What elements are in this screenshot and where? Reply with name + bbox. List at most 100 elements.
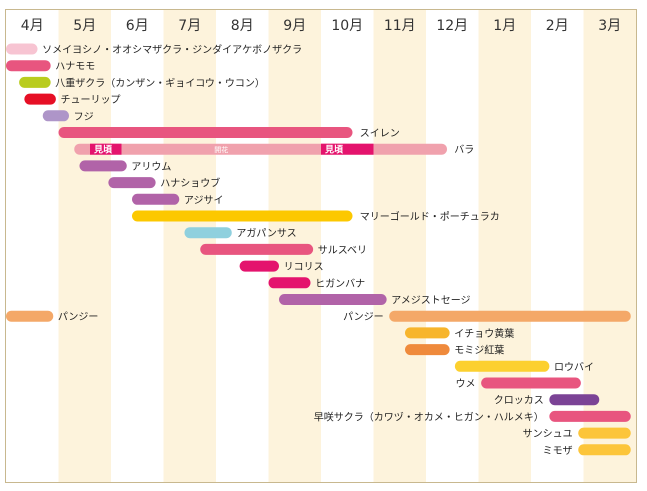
bloom-row: ソメイヨシノ・オオシマザクラ・ジンダイアケボノザクラ <box>6 43 302 56</box>
bloom-row: ミモザ <box>543 444 631 457</box>
bloom-label: クロッカス <box>494 395 544 407</box>
bloom-note: 開花 <box>214 145 228 154</box>
bloom-row: アガパンサス <box>184 227 297 240</box>
bloom-label: モミジ紅葉 <box>454 344 504 357</box>
bloom-label: ミモザ <box>543 445 573 457</box>
bloom-bar <box>268 277 311 289</box>
bloom-row: リコリス <box>239 260 324 273</box>
month-band <box>58 10 111 482</box>
peak-label: 見頃 <box>93 144 113 156</box>
bloom-label: アリウム <box>131 161 171 173</box>
bloom-bar <box>549 394 600 406</box>
bloom-label: アメジストセージ <box>391 295 470 307</box>
bloom-label: イチョウ黄葉 <box>454 327 514 340</box>
bloom-bar <box>578 427 631 439</box>
month-label: 9月 <box>283 18 306 34</box>
month-band <box>321 10 374 482</box>
bloom-row: サンシュユ <box>523 427 631 440</box>
bloom-label: ハナモモ <box>55 61 95 73</box>
bloom-bar <box>132 210 353 222</box>
bloom-bar <box>6 43 38 55</box>
month-label: 2月 <box>546 18 569 34</box>
bloom-row: スイレン <box>58 127 400 140</box>
bloom-row: ロウバイ <box>454 360 594 373</box>
month-band <box>373 10 426 482</box>
bloom-label: バラ <box>454 144 474 156</box>
bloom-bar <box>58 127 353 138</box>
bloom-label: チューリップ <box>61 94 121 106</box>
bloom-bar <box>279 294 387 305</box>
bloom-label: スイレン <box>360 129 400 140</box>
bloom-row: アジサイ <box>132 193 224 206</box>
bloom-row: クロッカス <box>494 394 600 407</box>
bloom-row: アリウム <box>79 160 171 173</box>
month-label: 11月 <box>384 18 416 34</box>
bloom-bar <box>454 360 550 372</box>
bloom-bar <box>184 227 232 239</box>
bloom-row: アメジストセージ <box>279 294 471 307</box>
bloom-row: 早咲サクラ（カワヅ・オカメ・ヒガン・ハルメキ） <box>314 410 631 423</box>
bloom-bar <box>19 76 51 88</box>
bloom-label: アガパンサス <box>236 228 296 240</box>
bloom-bar <box>481 377 581 389</box>
month-label: 3月 <box>598 18 621 34</box>
bloom-label: ハナショウブ <box>160 177 220 190</box>
bloom-row: ハナショウブ <box>108 177 220 190</box>
month-label: 12月 <box>436 18 468 34</box>
month-band <box>426 10 479 482</box>
bloom-label: 八重ザクラ（カンザン・ギョイコウ・ウコン） <box>55 76 265 89</box>
bloom-label: 早咲サクラ（カワヅ・オカメ・ヒガン・ハルメキ） <box>314 410 544 423</box>
bloom-bar <box>79 160 127 172</box>
bloom-label: サルスベリ <box>318 244 367 256</box>
bloom-bar <box>200 243 314 255</box>
month-band <box>6 10 59 482</box>
bloom-bar <box>132 193 180 205</box>
bloom-label: ヒガンバナ <box>315 278 365 290</box>
bloom-label: マリーゴールド・ポーチュラカ <box>360 210 500 223</box>
bloom-label: ソメイヨシノ・オオシマザクラ・ジンダイアケボノザクラ <box>42 43 302 56</box>
month-band <box>478 10 531 482</box>
bloom-bars: ソメイヨシノ・オオシマザクラ・ジンダイアケボノザクラハナモモ八重ザクラ（カンザン… <box>6 43 631 457</box>
month-label: 7月 <box>178 18 201 34</box>
bloom-row: マリーゴールド・ポーチュラカ <box>132 210 500 223</box>
bloom-label: ウメ <box>456 378 476 390</box>
bloom-label: フジ <box>74 112 94 123</box>
bloom-row: モミジ紅葉 <box>405 344 504 357</box>
month-band <box>111 10 164 482</box>
bloom-label: リコリス <box>284 262 324 273</box>
bloom-bar <box>549 410 631 422</box>
bloom-label: ロウバイ <box>554 361 594 373</box>
bloom-bar <box>6 310 54 322</box>
peak-highlight <box>321 143 374 155</box>
month-label: 1月 <box>493 18 516 34</box>
month-label: 8月 <box>231 18 254 34</box>
bloom-row: パンジー パンジー <box>6 310 631 323</box>
month-label: 6月 <box>126 18 149 34</box>
month-label: 5月 <box>73 18 96 34</box>
bloom-bar <box>405 327 450 339</box>
bloom-row: フジ <box>42 110 94 123</box>
bloom-label: パンジー <box>58 311 99 323</box>
bloom-bar <box>389 310 631 322</box>
bloom-bar <box>42 110 69 122</box>
month-labels: 4月 5月 6月 7月 8月 9月 10月 11月 12月 1月 2月 3月 <box>21 18 621 34</box>
chart-frame <box>5 9 637 483</box>
peak-label: 見頃 <box>324 144 344 156</box>
bloom-row: ウメ <box>456 377 581 390</box>
month-label: 4月 <box>21 18 44 34</box>
bloom-row: チューリップ <box>24 93 121 106</box>
bloom-label: パンジー <box>343 311 384 323</box>
bloom-row: ヒガンバナ <box>268 277 365 290</box>
bloom-row: サルスベリ <box>200 243 367 256</box>
bloom-bar <box>24 93 56 105</box>
bloom-bar <box>578 444 631 456</box>
bloom-label: サンシュユ <box>523 428 573 440</box>
bloom-label: アジサイ <box>184 194 224 206</box>
bloom-bar <box>108 177 156 189</box>
bloom-row: 八重ザクラ（カンザン・ギョイコウ・ウコン） <box>19 76 265 89</box>
month-label: 10月 <box>331 18 363 34</box>
bloom-bar <box>6 60 51 72</box>
peak-highlight <box>90 143 122 155</box>
bloom-bar <box>74 143 447 155</box>
